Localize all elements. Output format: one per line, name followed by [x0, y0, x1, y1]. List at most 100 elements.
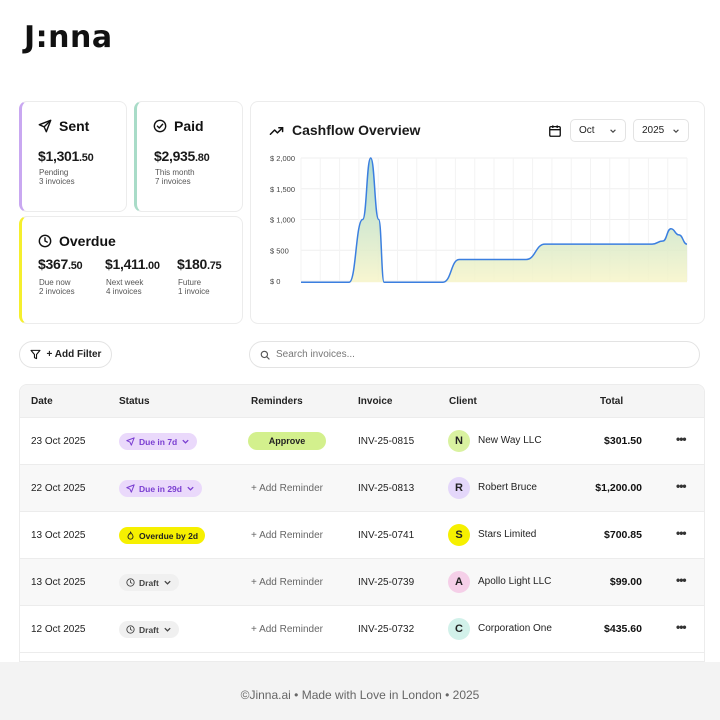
more-icon[interactable]: •••: [676, 432, 687, 446]
table-row[interactable]: 23 Oct 2025 Due in 7d Approve INV-25-081…: [20, 418, 704, 465]
more-icon[interactable]: •••: [676, 573, 687, 587]
calendar-icon[interactable]: [548, 124, 562, 138]
table-row[interactable]: 12 Oct 2025 Draft + Add Reminder INV-25-…: [20, 606, 704, 653]
row-client[interactable]: Robert Bruce: [478, 482, 537, 493]
sent-label: Sent: [59, 118, 90, 134]
overdue-sub-next-week: Next week 4 invoices: [106, 278, 144, 296]
table-row[interactable]: 13 Oct 2025 Draft + Add Reminder INV-25-…: [20, 559, 704, 606]
y-tick-label: $ 1,500: [270, 185, 295, 194]
row-invoice[interactable]: INV-25-0813: [358, 483, 415, 494]
row-total: $1,200.00: [595, 482, 642, 494]
avatar: A: [448, 571, 470, 593]
y-tick-label: $ 2,000: [270, 154, 295, 163]
overdue-amount-future: $180.75: [177, 256, 222, 272]
column-header-total[interactable]: Total: [600, 396, 624, 407]
cashflow-card: Cashflow Overview Oct 2025: [250, 101, 705, 324]
sent-card[interactable]: Sent $1,301.50 Pending 3 invoices: [19, 101, 127, 212]
paid-card[interactable]: Paid $2,935.80 This month 7 invoices: [134, 101, 243, 212]
overdue-sub-now: Due now 2 invoices: [39, 278, 75, 296]
overdue-card-title: Overdue: [38, 233, 116, 249]
flame-icon: [127, 531, 134, 540]
row-client[interactable]: Corporation One: [478, 623, 552, 634]
chevron-down-icon: [673, 128, 679, 133]
overdue-label: Overdue: [59, 233, 116, 249]
search-icon: [260, 350, 270, 360]
row-invoice[interactable]: INV-25-0741: [358, 530, 415, 541]
search-box[interactable]: [249, 341, 700, 368]
row-invoice[interactable]: INV-25-0732: [358, 624, 415, 635]
sent-sub: Pending 3 invoices: [39, 168, 75, 186]
cashflow-area: [301, 158, 687, 283]
row-total: $435.60: [604, 623, 642, 635]
add-reminder-link[interactable]: + Add Reminder: [251, 577, 323, 588]
status-badge[interactable]: Draft: [119, 574, 179, 591]
add-reminder-link[interactable]: + Add Reminder: [251, 530, 323, 541]
search-input[interactable]: [276, 349, 676, 360]
trending-up-icon: [269, 126, 284, 135]
table-header: Date Status Reminders Invoice Client Tot…: [20, 385, 704, 418]
more-icon[interactable]: •••: [676, 620, 687, 634]
y-axis-ticks: $ 2,000 $ 1,500 $ 1,000 $ 500 $ 0: [270, 154, 295, 286]
column-header-client[interactable]: Client: [449, 396, 477, 407]
overdue-card[interactable]: Overdue $367.50 Due now 2 invoices $1,411…: [19, 216, 243, 324]
status-badge[interactable]: Due in 7d: [119, 433, 198, 450]
avatar: S: [448, 524, 470, 546]
row-client[interactable]: Apollo Light LLC: [478, 576, 552, 587]
row-date: 12 Oct 2025: [31, 624, 86, 635]
paid-amount: $2,935.80: [154, 148, 210, 164]
column-header-invoice[interactable]: Invoice: [358, 396, 393, 407]
add-reminder-link[interactable]: + Add Reminder: [251, 483, 323, 494]
more-icon[interactable]: •••: [676, 526, 687, 540]
avatar: C: [448, 618, 470, 640]
status-badge[interactable]: Due in 29d: [119, 480, 202, 497]
column-header-date[interactable]: Date: [31, 396, 53, 407]
row-total: $99.00: [609, 576, 642, 588]
cashflow-line: [301, 157, 688, 283]
brand-logo[interactable]: J:nna: [24, 20, 113, 55]
row-total: $700.85: [604, 529, 642, 541]
column-header-status[interactable]: Status: [119, 396, 150, 407]
month-select[interactable]: Oct: [570, 119, 626, 142]
add-filter-button[interactable]: + Add Filter: [19, 341, 112, 368]
footer-text: ©Jinna.ai • Made with Love in London • 2…: [240, 688, 480, 702]
row-invoice[interactable]: INV-25-0739: [358, 577, 415, 588]
overdue-amount-now: $367.50: [38, 256, 83, 272]
row-invoice[interactable]: INV-25-0815: [358, 436, 415, 447]
clock-icon: [38, 234, 52, 248]
row-client[interactable]: New Way LLC: [478, 435, 542, 446]
more-icon[interactable]: •••: [676, 479, 687, 493]
overdue-amount-next-week: $1,411.00: [105, 256, 160, 272]
row-date: 23 Oct 2025: [31, 436, 86, 447]
approve-button[interactable]: Approve: [248, 432, 326, 450]
chevron-down-icon: [164, 627, 171, 632]
status-badge[interactable]: Draft: [119, 621, 179, 638]
clock-icon: [126, 578, 135, 587]
table-row[interactable]: 13 Oct 2025 Overdue by 2d + Add Reminder…: [20, 512, 704, 559]
paid-card-title: Paid: [153, 118, 204, 134]
avatar: R: [448, 477, 470, 499]
send-icon: [126, 484, 135, 493]
row-date: 22 Oct 2025: [31, 483, 86, 494]
cashflow-title: Cashflow Overview: [269, 122, 420, 138]
row-client[interactable]: Stars Limited: [478, 529, 537, 540]
chevron-down-icon: [182, 439, 189, 444]
row-total: $301.50: [604, 435, 642, 447]
send-icon: [126, 437, 135, 446]
status-badge[interactable]: Overdue by 2d: [119, 527, 206, 544]
avatar: N: [448, 430, 470, 452]
add-reminder-link[interactable]: + Add Reminder: [251, 624, 323, 635]
invoice-table: Date Status Reminders Invoice Client Tot…: [19, 384, 705, 662]
chevron-down-icon: [164, 580, 171, 585]
y-tick-label: $ 500: [270, 246, 289, 255]
row-date: 13 Oct 2025: [31, 530, 86, 541]
y-tick-label: $ 1,000: [270, 216, 295, 225]
paid-label: Paid: [174, 118, 204, 134]
overdue-sub-future: Future 1 invoice: [178, 278, 210, 296]
sent-amount: $1,301.50: [38, 148, 94, 164]
column-header-reminders[interactable]: Reminders: [251, 396, 303, 407]
send-icon: [38, 119, 52, 133]
clock-icon: [126, 625, 135, 634]
year-select[interactable]: 2025: [633, 119, 689, 142]
table-row[interactable]: 22 Oct 2025 Due in 29d + Add Reminder IN…: [20, 465, 704, 512]
